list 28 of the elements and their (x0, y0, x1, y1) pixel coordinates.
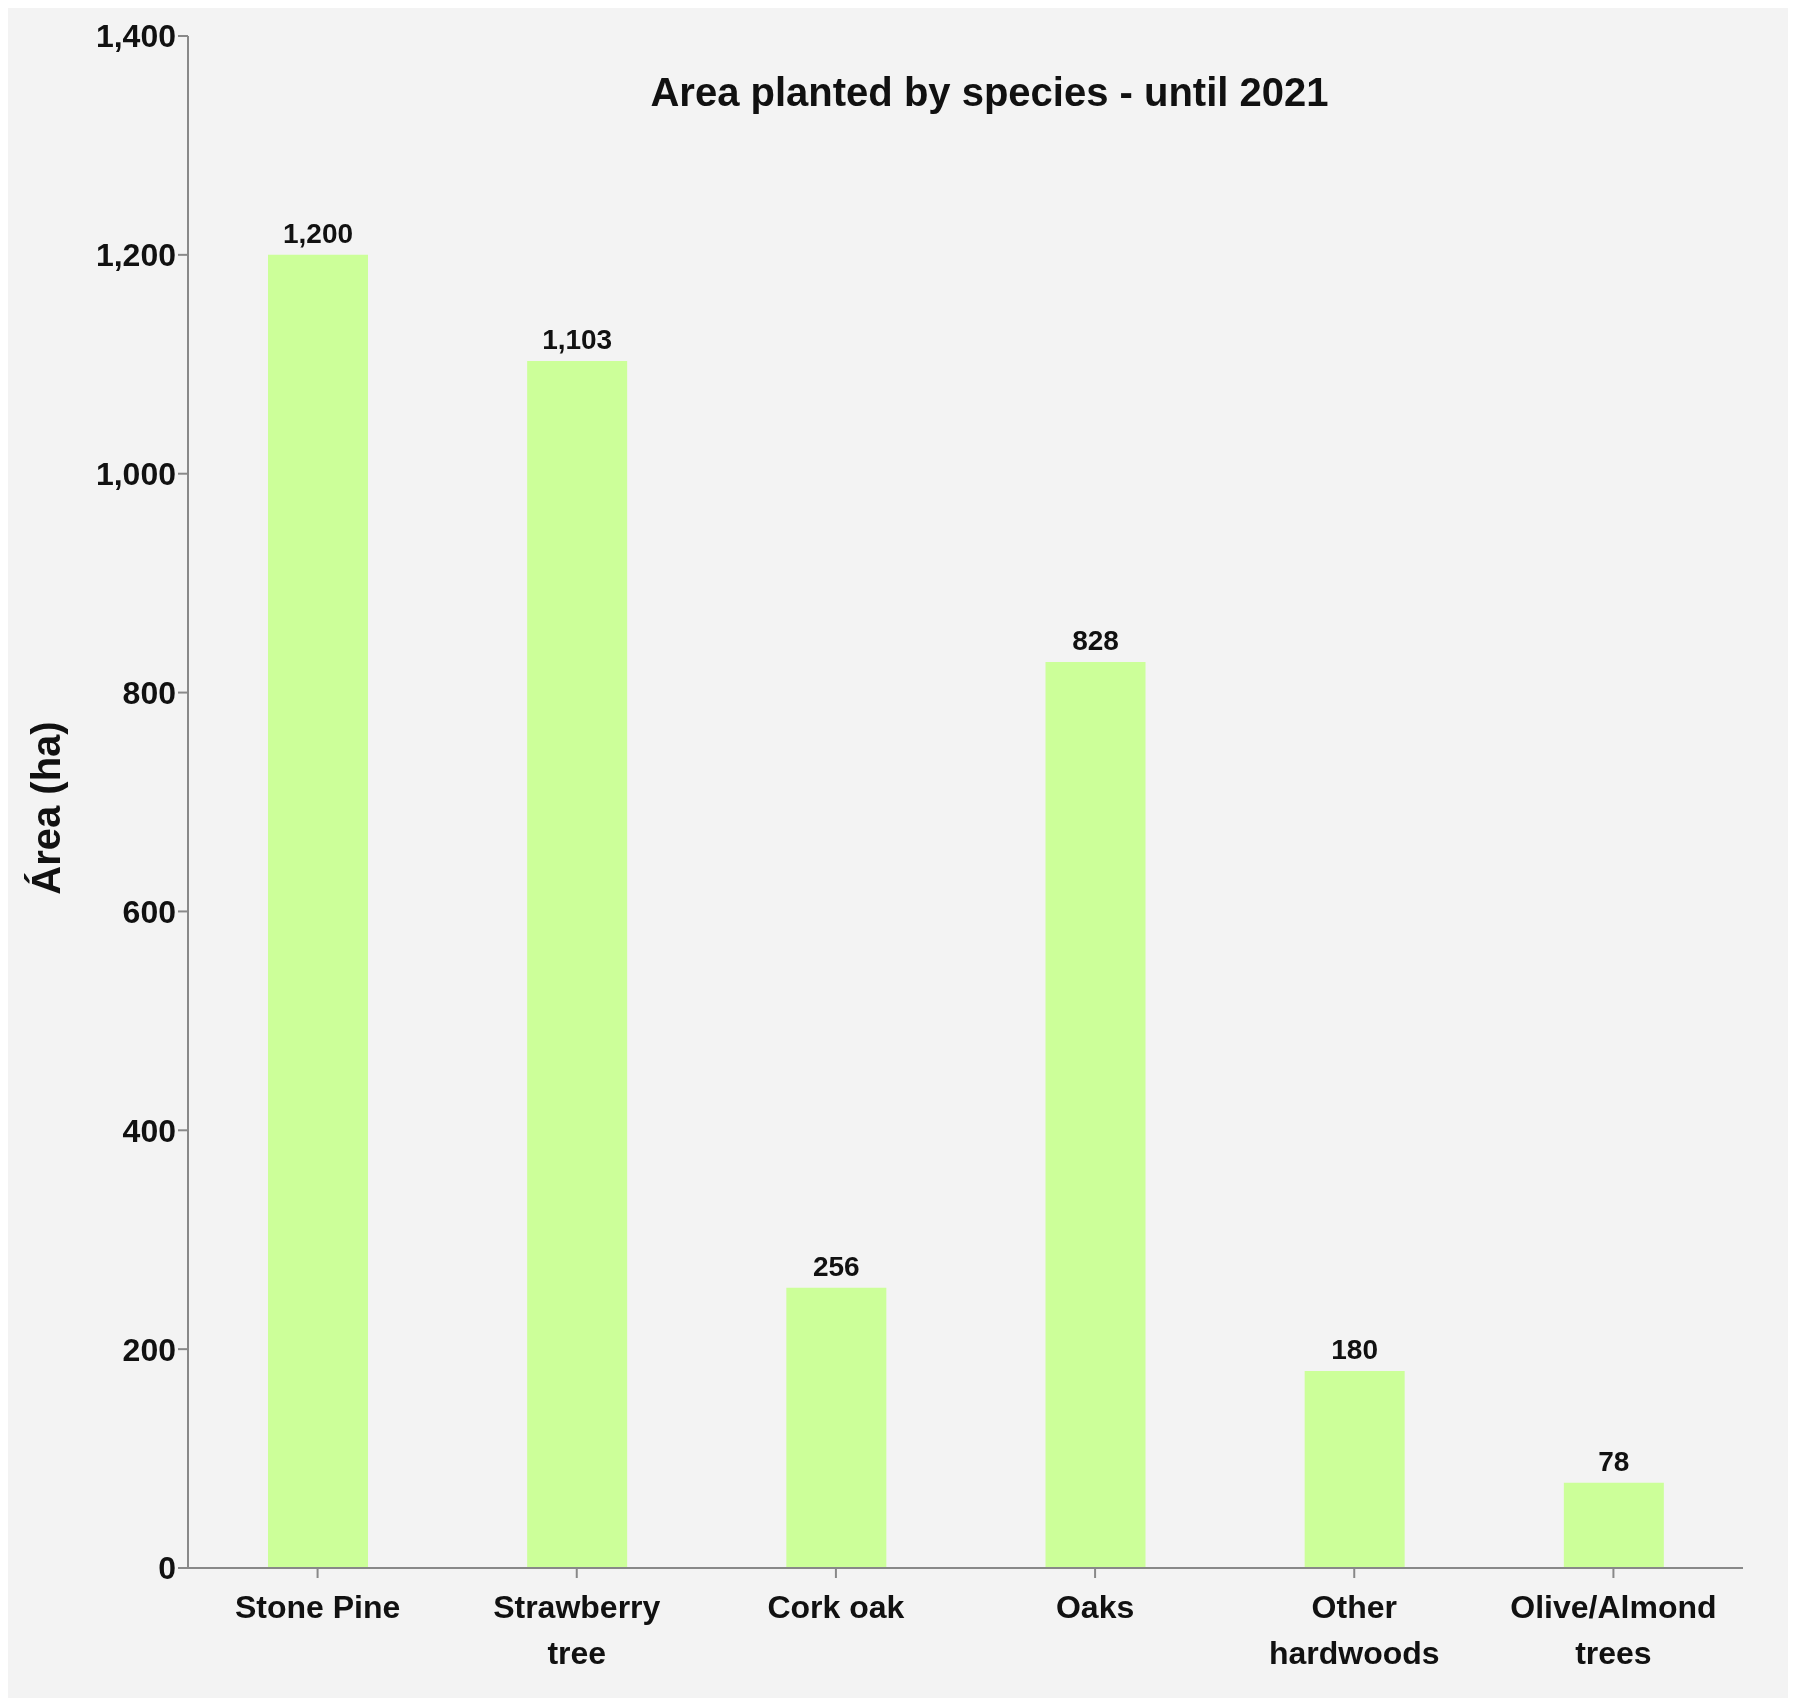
y-tick-label: 600 (122, 893, 176, 930)
text: Area planted by species - until 2021 (649, 70, 1330, 115)
bar (786, 1287, 887, 1568)
y-tick-label: 1,400 (95, 18, 176, 55)
data-label: 78 (1598, 1445, 1630, 1477)
y-tick-label: 800 (122, 674, 176, 711)
x-tick-label: Olive/Almond trees (1510, 1589, 1717, 1671)
x-tick-label: Cork oak (767, 1589, 905, 1625)
x-tick-label: Other hardwoods (1268, 1589, 1440, 1671)
bar (1563, 1482, 1664, 1568)
x-tick-label: Stone Pine (234, 1589, 401, 1625)
bar (527, 361, 628, 1568)
bar (1304, 1371, 1405, 1568)
y-tick-label: 400 (122, 1112, 176, 1149)
y-tick-label: 200 (122, 1331, 176, 1368)
x-tick-label: Strawberry tree (493, 1589, 661, 1671)
y-axis-title: Área (ha) (23, 721, 69, 895)
bar (1045, 661, 1146, 1568)
y-tick-label: 0 (158, 1550, 176, 1587)
data-label: 256 (812, 1250, 860, 1282)
y-tick-label: 1,000 (95, 456, 176, 493)
x-tick-label: Oaks (1055, 1589, 1135, 1625)
data-label: 1,103 (542, 324, 613, 355)
bar (268, 254, 368, 1568)
data-label: 180 (1331, 1334, 1379, 1366)
y-tick-label: 1,200 (95, 237, 176, 274)
data-label: 1,200 (282, 217, 354, 249)
data-label: 828 (1072, 624, 1119, 656)
